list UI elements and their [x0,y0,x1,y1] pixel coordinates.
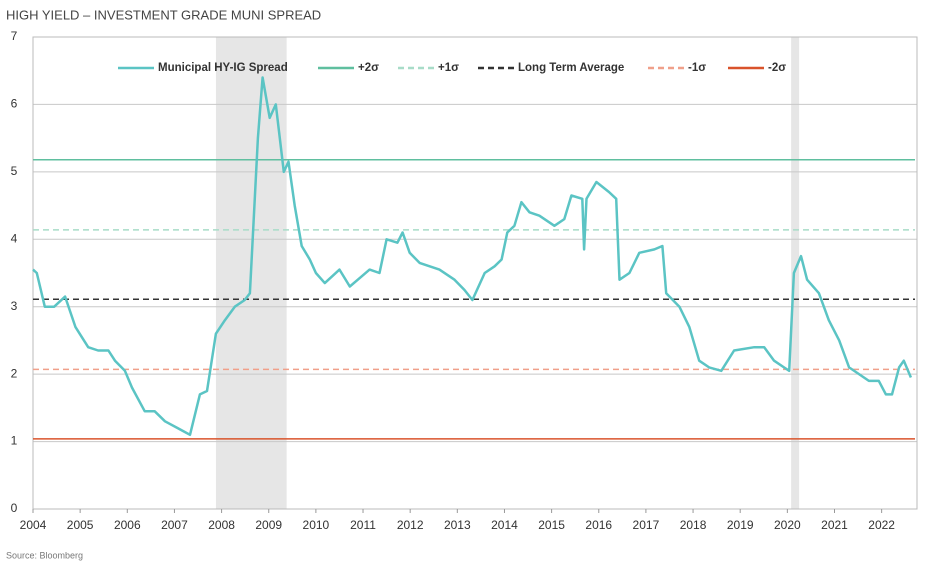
x-tick-label: 2018 [680,518,707,532]
legend-label: -1σ [688,62,706,74]
legend-label: +1σ [438,62,459,74]
source-note: Source: Bloomberg [6,550,83,560]
x-tick-label: 2015 [538,518,565,532]
legend-label: +2σ [358,62,379,74]
legend-label: -2σ [768,62,786,74]
x-tick-label: 2014 [491,518,518,532]
y-tick-label: 1 [11,434,18,448]
x-tick-label: 2016 [585,518,612,532]
y-tick-label: 7 [11,29,18,43]
y-tick-label: 3 [11,299,18,313]
x-tick-label: 2019 [727,518,754,532]
plot-frame [32,36,918,510]
x-tick-label: 2020 [774,518,801,532]
x-tick-label: 2004 [20,518,47,532]
x-tick-label: 2008 [208,518,235,532]
y-tick-label: 0 [11,501,18,515]
x-tick-label: 2007 [161,518,188,532]
x-tick-label: 2006 [114,518,141,532]
x-tick-label: 2021 [821,518,848,532]
x-tick-label: 2017 [633,518,660,532]
x-tick-label: 2011 [350,518,376,532]
series-line [32,76,913,437]
y-tick-label: 2 [11,366,18,380]
y-tick-label: 6 [11,97,18,111]
x-tick-label: 2009 [255,518,282,532]
chart-title: HIGH YIELD – INVESTMENT GRADE MUNI SPREA… [6,7,321,22]
x-tick-label: 2022 [868,518,895,532]
legend-label: Municipal HY-IG Spread [158,62,288,74]
y-tick-label: 4 [11,231,18,245]
x-tick-label: 2012 [397,518,424,532]
x-tick-label: 2013 [444,518,471,532]
x-tick-label: 2005 [67,518,94,532]
legend-label: Long Term Average [518,62,624,74]
x-tick-label: 2010 [303,518,330,532]
y-tick-label: 5 [11,164,18,178]
